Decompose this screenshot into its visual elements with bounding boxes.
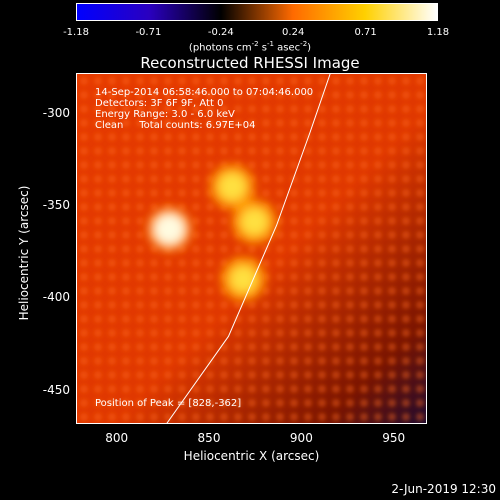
colorbar-tick-label: 0.71	[354, 27, 377, 38]
colorbar-tick-label: -0.24	[207, 27, 234, 38]
source-core	[230, 265, 257, 293]
plot-area: 14-Sep-2014 06:58:46.000 to 07:04:46.000…	[76, 73, 427, 424]
source-core	[154, 214, 185, 245]
info-method-counts: Clean Total counts: 6.97E+04	[95, 120, 256, 131]
source-core	[240, 208, 268, 236]
x-axis-label: Heliocentric X (arcsec)	[183, 449, 320, 463]
plot-title: Reconstructed RHESSI Image	[140, 54, 360, 72]
x-tick-label: 950	[382, 431, 406, 445]
source-group	[147, 164, 277, 302]
info-time-range: 14-Sep-2014 06:58:46.000 to 07:04:46.000	[95, 87, 314, 98]
date-stamp: 2-Jun-2019 12:30	[391, 482, 496, 496]
colorbar-units: (photons cm-2 s-1 asec-2)	[188, 40, 312, 54]
y-axis-label: Heliocentric Y (arcsec)	[17, 185, 31, 321]
x-tick-label: 900	[289, 431, 313, 445]
y-tick-label: -450	[42, 382, 70, 397]
colorbar-tick-label: 1.18	[426, 27, 450, 38]
heatmap-image	[77, 74, 426, 423]
colorbar-tick-label: -0.71	[135, 27, 162, 38]
heatmap-mottle	[77, 74, 426, 423]
source-core	[218, 172, 246, 201]
peak-position-label: Position of Peak = [828,-362]	[95, 398, 242, 409]
y-tick-label: -300	[42, 105, 70, 120]
y-tick-label: -350	[42, 198, 70, 212]
x-tick-label: 800	[105, 431, 129, 445]
colorbar-tick-label: -1.18	[63, 27, 89, 38]
y-tick-label: -400	[42, 290, 70, 305]
colorbar	[76, 3, 438, 21]
x-tick-label: 850	[197, 431, 221, 445]
solar-limb-line	[166, 74, 331, 423]
info-energy-range: Energy Range: 3.0 - 6.0 keV	[95, 109, 235, 120]
info-detectors: Detectors: 3F 6F 9F, Att 0	[95, 98, 224, 109]
colorbar-tick-label: 0.24	[282, 27, 305, 38]
